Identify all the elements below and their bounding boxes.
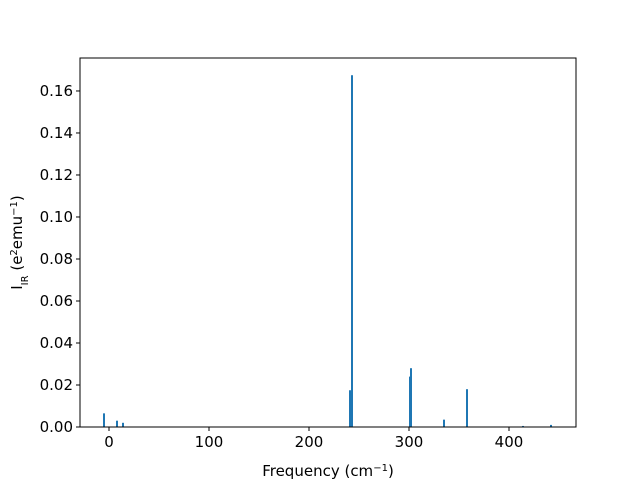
y-tick-label: 0.12	[40, 166, 73, 184]
bar	[466, 389, 468, 427]
bar	[103, 413, 105, 427]
bar	[410, 368, 412, 427]
y-axis-label-part: emu	[8, 216, 26, 249]
x-axis-label-part: −1	[373, 463, 388, 474]
y-tick-label: 0.10	[40, 208, 73, 226]
y-tick-label: 0.14	[40, 124, 73, 142]
y-tick-label: 0.16	[40, 82, 73, 100]
x-tick-label: 300	[395, 433, 424, 451]
bar	[351, 75, 353, 427]
y-tick-label: 0.02	[40, 376, 73, 394]
x-axis-label-part: Frequency (cm	[262, 462, 373, 480]
y-axis-label-part: I	[8, 285, 26, 289]
plot-frame	[79, 57, 577, 428]
y-axis-label-part: −1	[9, 201, 20, 216]
bar	[443, 419, 445, 427]
y-axis-label-part: 2	[9, 249, 20, 255]
y-axis-label-part: (e	[8, 256, 26, 276]
y-tick-label: 0.08	[40, 250, 73, 268]
y-axis-label-part: )	[8, 195, 26, 201]
bar	[550, 424, 552, 427]
x-tick-label: 100	[195, 433, 224, 451]
y-axis-label-part: IR	[20, 275, 31, 285]
x-tick-label: 200	[295, 433, 324, 451]
y-tick-label: 0.00	[40, 418, 73, 436]
x-axis-label: Frequency (cm−1)	[262, 462, 394, 480]
x-axis-label-part: )	[388, 462, 394, 480]
bar	[122, 422, 124, 427]
bar	[349, 390, 351, 427]
x-tick-label: 0	[104, 433, 114, 451]
x-tick-label: 400	[495, 433, 524, 451]
y-axis-label: IIR (e2emu−1)	[8, 195, 31, 290]
bar	[522, 425, 524, 427]
y-tick-label: 0.06	[40, 292, 73, 310]
bar	[116, 420, 118, 427]
y-tick-label: 0.04	[40, 334, 73, 352]
